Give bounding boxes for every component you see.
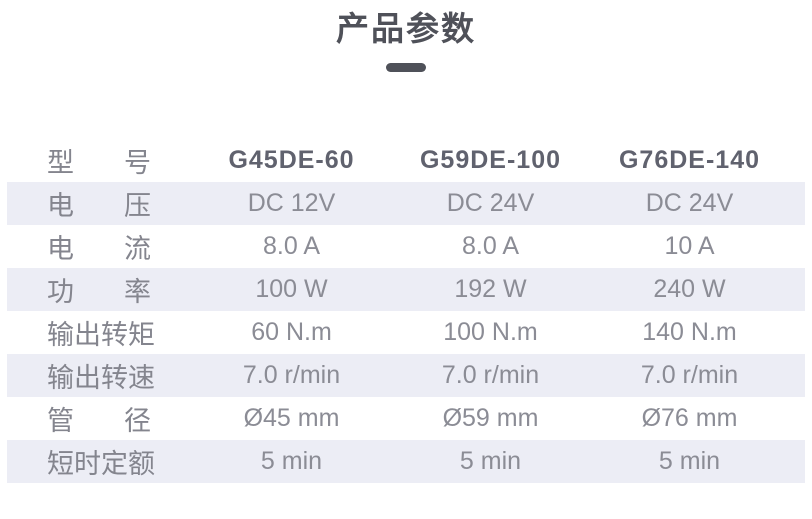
row-label: 电流 xyxy=(47,234,151,264)
table-row: 电压 DC 12V DC 24V DC 24V xyxy=(7,182,805,225)
row-value: DC 24V xyxy=(645,189,734,217)
table-row: 管径 Ø45 mm Ø59 mm Ø76 mm xyxy=(7,397,805,440)
row-value: 100 N.m xyxy=(443,318,538,346)
header-label: 型号 xyxy=(47,148,151,178)
row-value: DC 12V xyxy=(247,189,336,217)
row-value: Ø45 mm xyxy=(243,404,340,432)
row-label: 管径 xyxy=(47,406,151,436)
row-value: 5 min xyxy=(260,447,323,475)
model-name: G59DE-100 xyxy=(419,146,562,174)
table-row: 短时定额 5 min 5 min 5 min xyxy=(7,440,805,483)
row-value: 140 N.m xyxy=(642,318,737,346)
row-value: 240 W xyxy=(653,275,726,303)
model-name: G45DE-60 xyxy=(228,146,355,174)
page-header: 产品参数 xyxy=(0,0,812,72)
row-value: 7.0 r/min xyxy=(640,361,739,389)
spec-table: 型号 G45DE-60 G59DE-100 G76DE-140 电压 DC 12… xyxy=(0,139,812,483)
row-label: 短时定额 xyxy=(47,449,155,479)
table-row: 电流 8.0 A 8.0 A 10 A xyxy=(7,225,805,268)
row-value: DC 24V xyxy=(446,189,535,217)
table-row: 输出转矩 60 N.m 100 N.m 140 N.m xyxy=(7,311,805,354)
row-value: Ø59 mm xyxy=(442,404,539,432)
row-value: 8.0 A xyxy=(462,232,519,260)
row-value: 7.0 r/min xyxy=(441,361,540,389)
row-value: 8.0 A xyxy=(263,232,320,260)
row-value: 5 min xyxy=(459,447,522,475)
title-underline xyxy=(386,63,426,72)
row-value: 5 min xyxy=(658,447,721,475)
row-label: 功率 xyxy=(47,277,151,307)
row-value: Ø76 mm xyxy=(641,404,738,432)
row-label: 电压 xyxy=(47,191,151,221)
row-label: 输出转矩 xyxy=(47,320,155,350)
row-value: 60 N.m xyxy=(251,318,332,346)
row-label: 输出转速 xyxy=(47,363,155,393)
table-header-row: 型号 G45DE-60 G59DE-100 G76DE-140 xyxy=(7,139,805,182)
table-row: 功率 100 W 192 W 240 W xyxy=(7,268,805,311)
model-name: G76DE-140 xyxy=(618,146,761,174)
row-value: 192 W xyxy=(454,275,527,303)
page-title: 产品参数 xyxy=(336,10,476,47)
row-value: 10 A xyxy=(664,232,715,260)
row-value: 100 W xyxy=(255,275,328,303)
row-value: 7.0 r/min xyxy=(242,361,341,389)
table-row: 输出转速 7.0 r/min 7.0 r/min 7.0 r/min xyxy=(7,354,805,397)
